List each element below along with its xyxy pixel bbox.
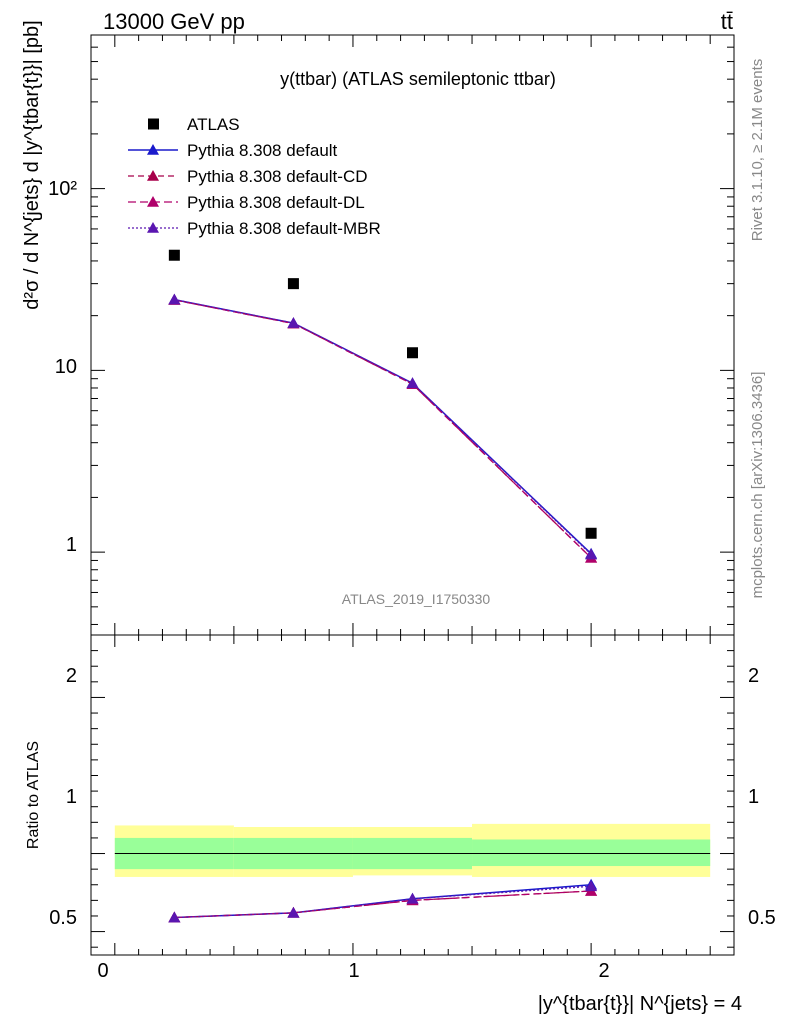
mc-point — [585, 548, 598, 560]
legend-marker — [147, 196, 159, 207]
y-tick-label: 10 — [55, 356, 77, 378]
data-point — [168, 249, 180, 261]
y-tick-label: 1 — [66, 534, 77, 556]
series-line — [174, 298, 592, 556]
legend-marker — [147, 144, 159, 155]
data-point — [585, 527, 597, 539]
x-tick-label: 1 — [348, 960, 359, 982]
series-line — [174, 298, 592, 555]
ratio-series-line — [174, 890, 592, 919]
x-axis-label: |y^{tbar{t}}| N^{jets} = 4 — [538, 993, 742, 1015]
y-tick-label: 10² — [48, 178, 77, 200]
band-inner — [472, 839, 711, 867]
uncertainty-bands — [114, 823, 711, 877]
x-tick-labels: 0 1 2 — [97, 960, 609, 982]
legend-marker — [147, 222, 159, 233]
mc-point — [287, 317, 300, 328]
mc-point — [406, 377, 419, 388]
ratio-y-tick-label-right: 2 — [748, 665, 759, 687]
ratio-y-tick-label-right: 0.5 — [748, 907, 776, 929]
ratio-series-line — [174, 890, 592, 919]
ratio-panel: 0.5 1 2 0.5 1 2 0 1 2 Ratio to ATLAS |y^… — [25, 634, 776, 1015]
main-axis-ticks — [90, 34, 735, 635]
mcplots-label: mcplots.cern.ch [arXiv:1306.3436] — [749, 372, 766, 599]
ratio-point — [168, 911, 181, 923]
ratio-frame — [90, 634, 735, 956]
data-point — [407, 347, 418, 359]
legend-marker — [147, 170, 159, 181]
main-y-tick-labels: 1 10 10² — [48, 178, 77, 556]
ratio-point — [585, 880, 598, 892]
ratio-series — [168, 878, 598, 923]
analysis-id: ATLAS_2019_I1750330 — [342, 591, 491, 607]
ratio-axis-ticks — [90, 634, 735, 955]
ratio-point — [406, 892, 419, 904]
ratio-y-tick-label: 2 — [66, 665, 77, 687]
legend: ATLAS Pythia 8.308 default Pythia 8.308 de… — [128, 115, 381, 238]
legend-label: Pythia 8.308 default-CD — [187, 167, 368, 186]
series-line — [174, 299, 592, 559]
x-tick-label: 0 — [97, 960, 108, 982]
process-label: tt̄ — [721, 9, 733, 34]
legend-marker — [148, 118, 159, 130]
main-series — [168, 249, 598, 563]
legend-label: Pythia 8.308 default-MBR — [187, 219, 381, 238]
legend-label: ATLAS — [187, 115, 240, 134]
ratio-point — [287, 906, 300, 918]
ratio-y-tick-label: 1 — [66, 786, 77, 808]
energy-label: 13000 GeV pp — [103, 9, 245, 34]
mc-point — [168, 293, 181, 305]
rivet-label: Rivet 3.1.10, ≥ 2.1M events — [749, 59, 766, 242]
legend-label: Pythia 8.308 default-DL — [187, 193, 365, 212]
ratio-y-tick-label: 0.5 — [49, 907, 77, 929]
legend-label: Pythia 8.308 default — [187, 141, 338, 160]
ratio-series-line — [174, 885, 592, 919]
main-y-axis-label: d²σ / d N^{jets} d |y^{tbar{t}}| [pb] — [21, 20, 43, 309]
ratio-y-tick-labels-left: 0.5 1 2 — [49, 665, 77, 929]
ratio-series-line — [174, 884, 592, 919]
ratio-y-tick-label-right: 1 — [748, 786, 759, 808]
ratio-y-tick-labels-right: 0.5 1 2 — [748, 665, 776, 929]
plot-title: y(ttbar) (ATLAS semileptonic ttbar) — [280, 69, 556, 89]
x-tick-label: 2 — [598, 960, 609, 982]
series-line — [174, 299, 592, 559]
data-point — [287, 278, 299, 290]
main-panel: 1 10 10² y(ttbar) (ATLAS semileptonic tt… — [21, 20, 735, 636]
ratio-y-axis-label: Ratio to ATLAS — [25, 741, 42, 849]
